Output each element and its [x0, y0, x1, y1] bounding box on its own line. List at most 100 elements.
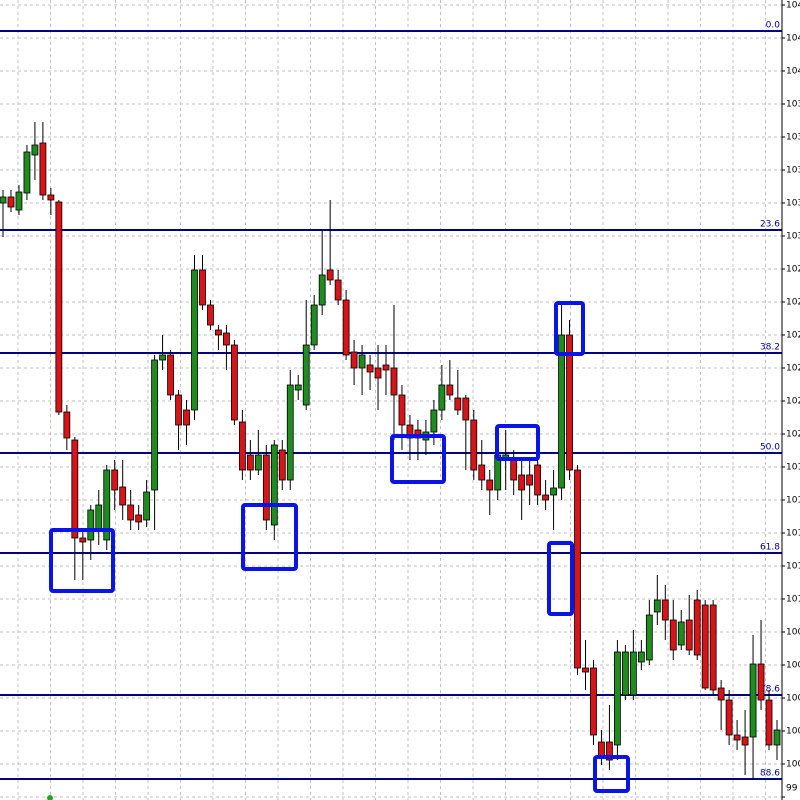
candle-body	[151, 359, 159, 491]
candle-body	[286, 384, 294, 481]
candle-body	[757, 663, 765, 701]
candle-body	[31, 144, 39, 156]
fib-level-label: 78.6	[760, 685, 780, 695]
y-tick-label: 103	[786, 166, 800, 176]
fib-level-label: 23.6	[760, 220, 780, 230]
y-tick-label: 104	[786, 67, 800, 77]
y-tick-label: 102	[786, 265, 800, 275]
y-tick-label: 101	[786, 496, 800, 506]
candle-body	[749, 663, 757, 738]
candle-body	[374, 367, 382, 379]
highlight-box	[49, 528, 115, 593]
candle-body	[159, 354, 166, 361]
y-tick-label: 100	[786, 727, 800, 737]
price-axis: 104 104 104 103 103 103 103 103 102 102 102 102 102 1…	[782, 1, 800, 798]
levels: 0.0 23.6 38.2 50.0 61.8 78.6 88.6	[0, 21, 782, 780]
candle-body	[39, 142, 47, 196]
y-tick-label: 104	[786, 1, 800, 11]
candle-body	[262, 454, 270, 521]
highlight-box	[554, 301, 585, 356]
candle-body	[294, 384, 302, 391]
candle-body	[55, 201, 63, 413]
candle-body	[334, 279, 342, 301]
candle-body	[582, 667, 589, 673]
candle-body	[558, 334, 565, 489]
candle-body	[685, 619, 693, 651]
y-tick-label: 102	[786, 430, 800, 440]
y-tick-label: 99	[786, 784, 798, 794]
candle-body	[127, 504, 135, 521]
candle-body	[278, 449, 286, 481]
candle-body	[725, 699, 733, 736]
y-tick-label: 102	[786, 298, 800, 308]
candle-body	[677, 621, 685, 646]
candle-body	[398, 394, 406, 426]
candle-body	[542, 494, 549, 501]
fib-level-label: 0.0	[766, 21, 781, 31]
candle-body	[765, 699, 773, 746]
candle-body	[79, 537, 87, 543]
candle-body	[590, 667, 597, 736]
candle-body	[326, 269, 334, 281]
candle-body	[199, 269, 206, 306]
candle-body	[717, 687, 725, 701]
candle-body	[462, 397, 470, 421]
y-tick-label: 101	[786, 562, 800, 572]
y-tick-label: 103	[786, 199, 800, 209]
candle-body	[550, 487, 557, 496]
y-tick-label: 101	[786, 463, 800, 473]
candle-body	[741, 736, 749, 746]
candle-body	[446, 384, 454, 396]
candle-body	[518, 474, 526, 491]
highlight-box	[547, 541, 574, 616]
candle-body	[669, 619, 677, 651]
candle-body	[167, 354, 174, 396]
candle-body	[183, 409, 190, 426]
candle-body	[486, 479, 494, 491]
candle-body	[645, 614, 653, 661]
candle-body	[63, 411, 71, 439]
y-tick-label: 103	[786, 100, 800, 110]
y-tick-label: 103	[786, 232, 800, 242]
candle-body	[614, 651, 621, 746]
candle-body	[246, 454, 254, 471]
candle-body	[733, 734, 741, 741]
candle-body	[478, 464, 486, 481]
candle-body	[358, 354, 366, 369]
candle-body	[0, 196, 7, 204]
candle-body	[366, 364, 374, 373]
candles	[0, 122, 781, 780]
candle-body	[143, 491, 151, 521]
candle-body	[438, 384, 446, 411]
candle-body	[342, 299, 350, 356]
candle-body	[661, 599, 669, 621]
candle-body	[15, 191, 23, 211]
candle-body	[270, 444, 278, 526]
candle-body	[215, 329, 222, 336]
candle-body	[629, 651, 637, 696]
y-tick-label: 102	[786, 397, 800, 407]
y-tick-label: 101	[786, 529, 800, 539]
candle-body	[430, 409, 438, 433]
candle-body	[390, 367, 398, 396]
candle-body	[653, 599, 661, 613]
highlight-box	[495, 424, 540, 461]
fib-level-label: 38.2	[760, 343, 780, 353]
candle-body	[207, 304, 214, 326]
candle-body	[709, 604, 717, 691]
candle-body	[318, 274, 326, 306]
highlight-boxes	[49, 301, 630, 793]
highlight-box	[241, 503, 298, 571]
candle-body	[7, 196, 15, 208]
candle-body	[526, 474, 534, 486]
candle-body	[119, 486, 127, 506]
candle-body	[701, 604, 709, 689]
candle-body	[534, 464, 542, 496]
candle-body	[47, 194, 55, 201]
marker-dot	[47, 795, 53, 800]
candle-body	[773, 729, 781, 746]
fib-level-label: 50.0	[760, 443, 780, 453]
y-tick-label: 102	[786, 364, 800, 374]
y-tick-label: 100	[786, 694, 800, 704]
candle-body	[191, 269, 198, 411]
